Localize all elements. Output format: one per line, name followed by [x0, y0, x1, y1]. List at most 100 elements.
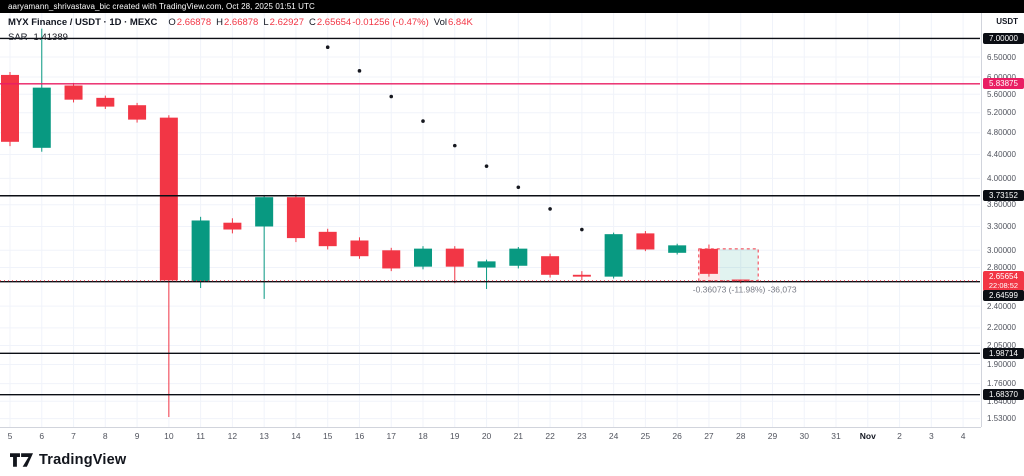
- time-label: 22: [545, 431, 555, 441]
- symbol-title[interactable]: MYX Finance / USDT · 1D · MEXC: [8, 17, 158, 28]
- price-tick-label: 4.80000: [987, 128, 1016, 138]
- time-label: 8: [102, 431, 108, 441]
- candle-body: [64, 85, 83, 100]
- candle-body: [445, 248, 464, 267]
- candle-body: [572, 274, 591, 277]
- time-label: 26: [672, 431, 682, 441]
- line-price-badge: 1.68370: [983, 389, 1024, 401]
- line-price-badge: 3.73152: [983, 190, 1024, 202]
- time-label: 12: [227, 431, 238, 441]
- low-label: L: [263, 17, 269, 28]
- price-tick-label: 1.90000: [987, 359, 1016, 369]
- candle-body: [128, 105, 147, 120]
- price-tick-label: 4.40000: [987, 150, 1016, 160]
- time-label: 4: [960, 431, 966, 441]
- price-tick-label: 5.60000: [987, 89, 1016, 99]
- time-label: Nov: [859, 431, 876, 441]
- candle-body: [32, 87, 51, 148]
- price-axis[interactable]: USDT 6.50000 6.00000 5.60000 5.20000 4.80000…: [981, 13, 1024, 427]
- indicator-name[interactable]: SAR: [8, 32, 28, 43]
- chart-legend: MYX Finance / USDT · 1D · MEXC O2.66878 H2…: [8, 17, 473, 43]
- candle-body: [699, 248, 718, 274]
- time-label: 16: [354, 431, 365, 441]
- time-label: 15: [322, 431, 333, 441]
- price-tick-label: 6.50000: [987, 52, 1016, 62]
- time-axis[interactable]: 5 6 7 8 9 10 11 12 13 14 15 16 17 18 19 20 21 22 23 24 25 26 2…: [0, 427, 981, 443]
- tradingview-logo-icon: [10, 452, 33, 467]
- time-label: 18: [418, 431, 428, 441]
- close-label: C: [308, 17, 316, 28]
- sar-dot: [516, 185, 521, 190]
- time-label: 23: [577, 431, 587, 441]
- time-label: 5: [7, 431, 13, 441]
- close-value: 2.65654: [316, 17, 352, 28]
- sar-dot: [452, 143, 457, 148]
- line-price-badge: 5.83875: [983, 78, 1024, 90]
- candle-body: [159, 117, 178, 281]
- measure-label: -0.36073 (-11.98%) -36,073: [693, 285, 797, 295]
- time-label: 19: [450, 431, 460, 441]
- high-value: 2.66878: [224, 17, 259, 28]
- time-label: 6: [39, 431, 45, 441]
- candle-body: [509, 248, 528, 266]
- volume-value: 6.84K: [448, 17, 473, 28]
- current-price-badge: 2.65654 22:08:52: [983, 270, 1024, 291]
- candle-body: [223, 222, 242, 230]
- price-tick-label: 2.05000: [987, 340, 1016, 350]
- time-label: 13: [259, 431, 269, 441]
- time-label: 17: [386, 431, 396, 441]
- candle-body: [541, 256, 560, 275]
- candle-body: [255, 197, 274, 227]
- measure-outline: [698, 248, 759, 282]
- legend-row-symbol: MYX Finance / USDT · 1D · MEXC O2.66878 H2…: [8, 17, 473, 28]
- measure-area: [720, 248, 759, 281]
- candle-body: [604, 234, 623, 277]
- time-label: 31: [831, 431, 841, 441]
- price-tick-label: 5.20000: [987, 108, 1016, 118]
- sar-dot: [389, 94, 394, 99]
- brand-name: TradingView: [39, 451, 127, 468]
- open-label: O: [168, 17, 176, 28]
- candle-body: [636, 233, 655, 250]
- candle-body: [318, 231, 337, 247]
- price-tick-label: 2.20000: [987, 323, 1016, 333]
- footer: TradingView: [0, 443, 1024, 476]
- candle-body: [350, 240, 369, 257]
- candle-body: [191, 220, 210, 282]
- price-tick-label: 1.53000: [987, 414, 1016, 424]
- attribution-text: aaryamann_shrivastava_bic created with T…: [8, 2, 315, 11]
- price-tick-label: 3.30000: [987, 221, 1016, 231]
- time-label: 3: [928, 431, 934, 441]
- indicator-value: 1.41389: [33, 32, 68, 43]
- candle-body: [477, 261, 496, 268]
- price-tick-label: 4.00000: [987, 173, 1016, 183]
- time-label: 14: [291, 431, 301, 441]
- price-tick-label: 2.40000: [987, 301, 1016, 311]
- price-tick-label: 2.80000: [987, 263, 1016, 273]
- price-tick-label: 3.60000: [987, 200, 1016, 210]
- price-tick-label: 1.76000: [987, 379, 1016, 389]
- price-tick-label: 6.00000: [987, 72, 1016, 82]
- open-value: 2.66878: [176, 17, 212, 28]
- attribution-bar: aaryamann_shrivastava_bic created with T…: [0, 0, 1024, 13]
- low-value: 2.62927: [269, 17, 304, 28]
- line-price-badge: 2.64599: [983, 290, 1024, 302]
- sar-dot: [357, 69, 362, 73]
- time-label: 28: [735, 431, 746, 441]
- candle-body: [382, 250, 401, 269]
- tradingview-logo[interactable]: TradingView: [10, 452, 126, 468]
- candle-body: [286, 197, 305, 239]
- sar-dot: [580, 227, 584, 232]
- sar-dot: [421, 119, 425, 123]
- candle-body: [414, 248, 433, 267]
- candle-body: [668, 245, 687, 253]
- time-label: 20: [481, 431, 492, 441]
- time-label: 25: [640, 431, 651, 441]
- volume-label: Vol: [433, 17, 447, 28]
- time-label: 27: [704, 431, 714, 441]
- time-label: 2: [897, 431, 902, 441]
- line-price-badge: 1.98714: [983, 347, 1024, 359]
- sar-dot: [325, 45, 330, 49]
- time-label: 29: [767, 431, 778, 441]
